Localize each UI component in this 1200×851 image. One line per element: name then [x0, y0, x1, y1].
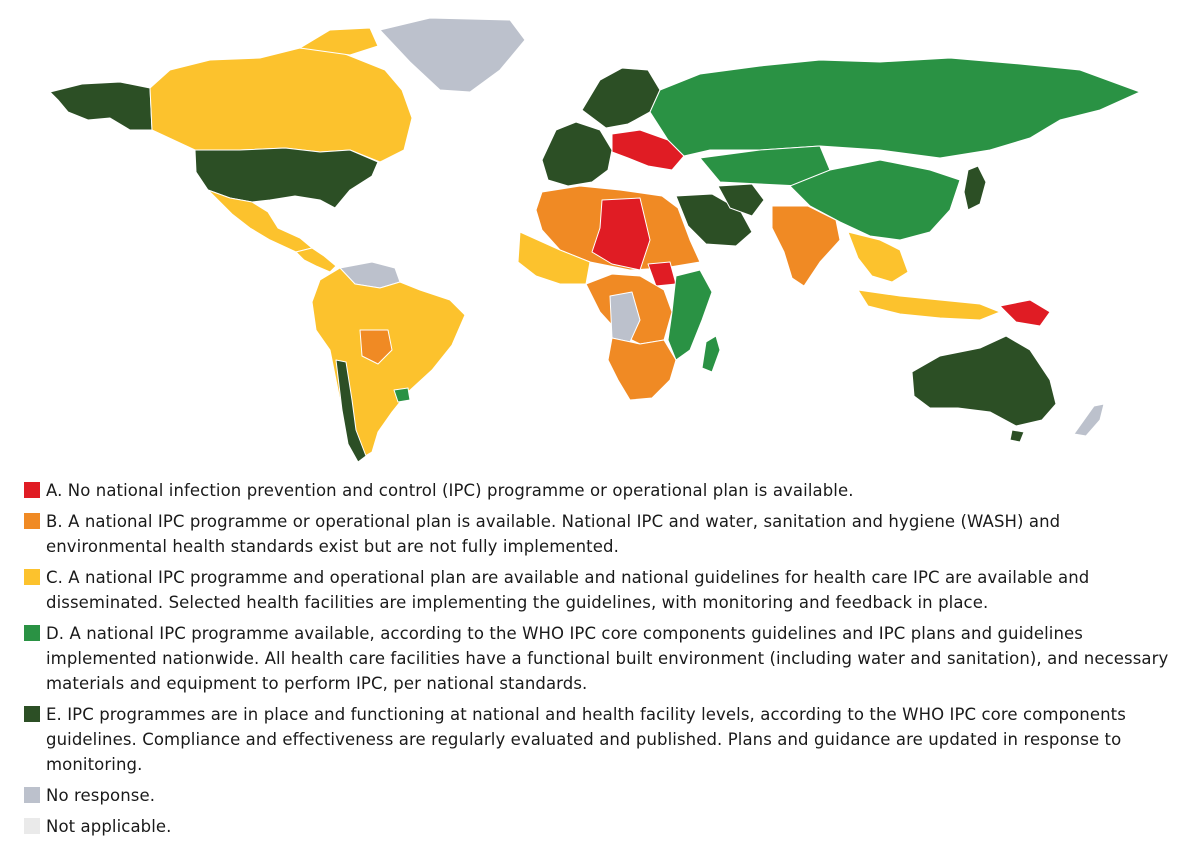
- legend-label-no-response: No response.: [46, 786, 156, 805]
- region-alaska: [49, 81, 153, 131]
- world-map: [49, 17, 1141, 463]
- legend-label-not-applicable: Not applicable.: [46, 817, 172, 836]
- region-western-europe: [541, 121, 613, 187]
- legend-swatch-c: [24, 569, 40, 585]
- region-southern-africa: [607, 337, 677, 401]
- region-indonesia: [857, 289, 1001, 321]
- legend-label-b: B. A national IPC programme or operation…: [46, 512, 1061, 556]
- region-scandinavia: [581, 67, 661, 129]
- region-central-america: [295, 247, 337, 273]
- region-canada: [149, 47, 413, 163]
- region-west-africa: [517, 231, 591, 285]
- region-eastern-europe: [611, 129, 685, 171]
- region-japan: [963, 165, 987, 211]
- legend-item-c: C. A national IPC programme and operatio…: [24, 565, 1184, 615]
- legend-item-b: B. A national IPC programme or operation…: [24, 509, 1184, 559]
- region-southeast-asia: [847, 231, 909, 283]
- region-east-africa: [667, 269, 713, 361]
- region-papua-new-guinea: [999, 299, 1051, 327]
- region-south-america: [311, 267, 466, 461]
- region-madagascar: [701, 335, 721, 373]
- legend-label-c: C. A national IPC programme and operatio…: [46, 568, 1090, 612]
- legend-item-d: D. A national IPC programme available, a…: [24, 621, 1184, 696]
- legend-swatch-e: [24, 706, 40, 722]
- legend-item-a: A. No national infection prevention and …: [24, 478, 1184, 503]
- legend-label-e: E. IPC programmes are in place and funct…: [46, 705, 1126, 774]
- region-iran: [717, 183, 765, 217]
- region-australia: [911, 335, 1057, 427]
- region-mexico: [207, 189, 313, 253]
- region-tasmania: [1009, 429, 1025, 443]
- legend-swatch-b: [24, 513, 40, 529]
- legend-swatch-d: [24, 625, 40, 641]
- legend-item-e: E. IPC programmes are in place and funct…: [24, 702, 1184, 777]
- region-libya-chad: [591, 197, 651, 271]
- legend: A. No national infection prevention and …: [24, 478, 1184, 845]
- legend-swatch-no-response: [24, 787, 40, 803]
- region-uruguay: [393, 387, 411, 403]
- legend-label-a: A. No national infection prevention and …: [46, 481, 854, 500]
- legend-item-no-response: No response.: [24, 783, 1184, 808]
- region-greenland: [379, 17, 526, 93]
- legend-item-not-applicable: Not applicable.: [24, 814, 1184, 839]
- region-new-zealand: [1073, 403, 1105, 437]
- region-drc: [609, 291, 641, 343]
- region-india: [771, 205, 841, 287]
- region-chile: [335, 359, 367, 463]
- region-russia: [649, 57, 1141, 159]
- legend-label-d: D. A national IPC programme available, a…: [46, 624, 1169, 693]
- legend-swatch-a: [24, 482, 40, 498]
- legend-swatch-not-applicable: [24, 818, 40, 834]
- region-canada-islands: [299, 27, 379, 56]
- region-bolivia: [359, 329, 393, 365]
